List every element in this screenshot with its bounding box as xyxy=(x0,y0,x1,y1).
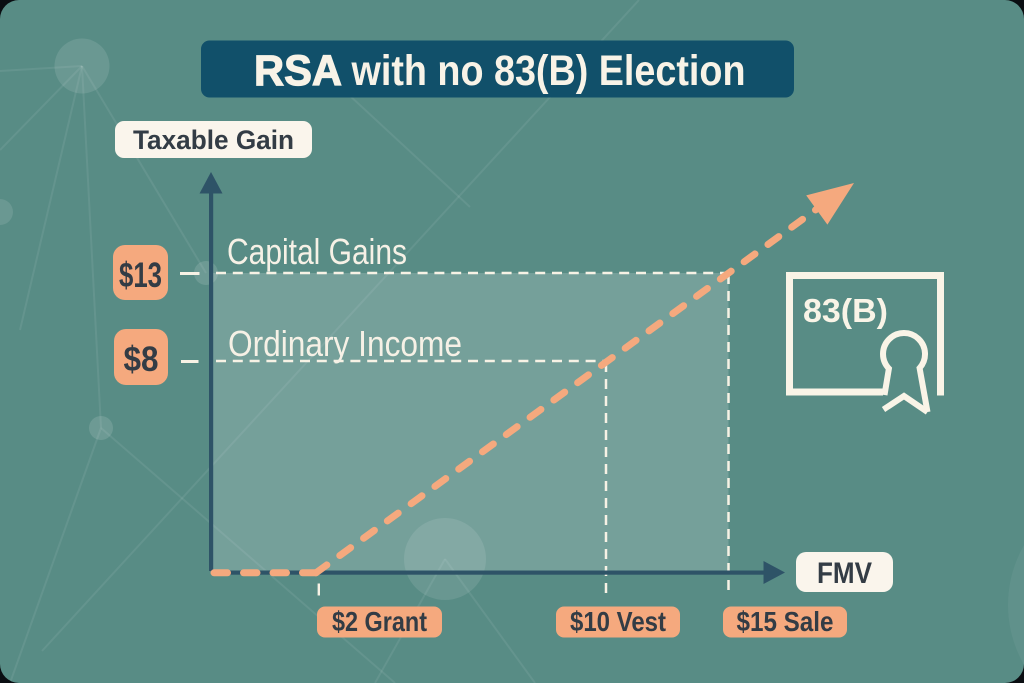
svg-text:Ordinary Income: Ordinary Income xyxy=(228,323,462,364)
svg-text:83(B): 83(B) xyxy=(803,292,888,329)
svg-text:with no 83(B) Election: with no 83(B) Election xyxy=(351,47,746,95)
svg-text:Capital Gains: Capital Gains xyxy=(227,231,407,272)
svg-text:Taxable Gain: Taxable Gain xyxy=(133,125,294,155)
svg-text:$10 Vest: $10 Vest xyxy=(570,606,666,637)
svg-text:RSA: RSA xyxy=(254,47,342,95)
svg-text:FMV: FMV xyxy=(817,557,872,590)
svg-text:$8: $8 xyxy=(124,340,159,379)
svg-text:$13: $13 xyxy=(119,256,162,295)
svg-text:$2 Grant: $2 Grant xyxy=(332,606,427,637)
svg-text:$15 Sale: $15 Sale xyxy=(737,606,834,637)
